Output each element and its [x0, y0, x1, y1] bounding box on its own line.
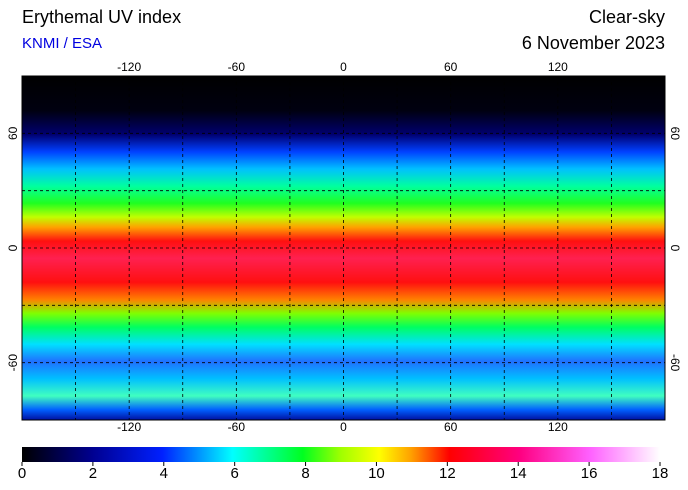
lat-label: -60 — [668, 354, 682, 372]
lon-label: -120 — [117, 420, 141, 434]
lat-label: 60 — [668, 127, 682, 141]
mode: Clear-sky — [589, 7, 665, 27]
lon-label: 0 — [340, 60, 347, 74]
lon-label: 120 — [548, 420, 568, 434]
lon-label: -60 — [228, 60, 246, 74]
lon-label: 60 — [444, 420, 458, 434]
colorbar-label: 4 — [160, 465, 168, 482]
colorbar-label: 18 — [652, 465, 669, 482]
lon-label: 120 — [548, 60, 568, 74]
lat-label: -60 — [6, 354, 20, 372]
lon-label: -60 — [228, 420, 246, 434]
colorbar — [22, 447, 660, 462]
lon-label: 60 — [444, 60, 458, 74]
lat-label: 0 — [668, 245, 682, 252]
source: KNMI / ESA — [22, 35, 102, 52]
lat-label: 60 — [6, 126, 20, 140]
date: 6 November 2023 — [522, 33, 665, 53]
colorbar-label: 6 — [230, 465, 238, 482]
colorbar-label: 2 — [89, 465, 97, 482]
colorbar-label: 12 — [439, 465, 456, 482]
lon-label: -120 — [117, 60, 141, 74]
colorbar-label: 14 — [510, 465, 527, 482]
colorbar-label: 0 — [18, 465, 26, 482]
colorbar-label: 10 — [368, 465, 385, 482]
title: Erythemal UV index — [22, 7, 181, 27]
lat-label: 0 — [6, 244, 20, 251]
lon-label: 0 — [340, 420, 347, 434]
colorbar-label: 16 — [581, 465, 598, 482]
colorbar-label: 8 — [301, 465, 309, 482]
